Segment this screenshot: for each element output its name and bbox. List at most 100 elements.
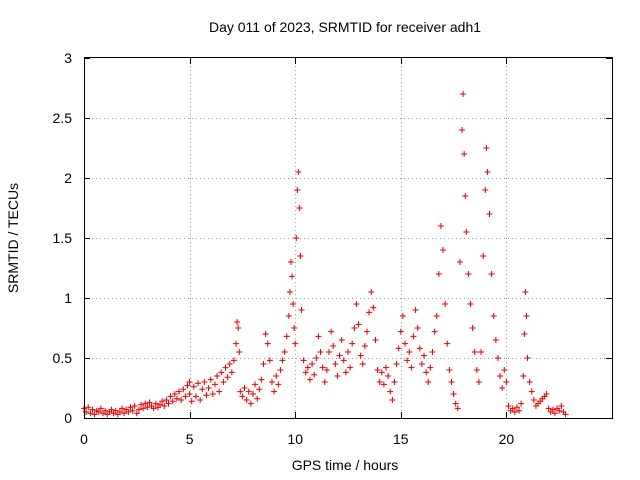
grid-lines: [84, 58, 612, 418]
data-point: [361, 343, 368, 349]
data-point: [129, 407, 136, 414]
data-point: [450, 391, 457, 397]
data-point: [254, 395, 261, 402]
data-point: [349, 340, 356, 347]
data-point: [112, 407, 119, 414]
data-point: [406, 349, 413, 355]
data-point: [387, 388, 394, 395]
data-point: [380, 381, 387, 388]
data-point: [277, 367, 284, 373]
data-point: [444, 340, 451, 347]
data-point: [230, 357, 237, 364]
data-point: [237, 388, 244, 395]
data-point: [119, 405, 126, 412]
data-point: [355, 321, 362, 328]
data-point: [220, 379, 227, 385]
data-point: [271, 388, 278, 395]
data-point: [209, 391, 216, 397]
data-point: [513, 404, 520, 411]
data-point: [159, 398, 166, 405]
data-point: [521, 331, 528, 337]
data-point: [359, 361, 366, 367]
data-point: [304, 364, 311, 371]
data-point: [195, 380, 202, 387]
data-point: [370, 304, 377, 311]
data-point: [505, 403, 512, 409]
data-point: [530, 397, 537, 403]
data-point: [357, 352, 364, 359]
data-point: [233, 340, 240, 347]
data-point: [321, 379, 328, 385]
data-point: [364, 328, 371, 335]
data-point: [460, 91, 467, 97]
data-point: [290, 301, 297, 307]
data-point: [283, 333, 290, 340]
data-point: [121, 410, 128, 417]
data-point: [260, 361, 267, 367]
data-point: [416, 345, 423, 352]
data-point: [182, 393, 189, 400]
data-point: [543, 391, 550, 397]
data-point: [311, 371, 318, 378]
data-point: [423, 369, 430, 376]
data-point: [463, 229, 470, 235]
data-point: [180, 386, 187, 393]
data-point: [138, 401, 145, 408]
data-point: [300, 357, 307, 364]
data-point: [501, 367, 508, 373]
data-point: [152, 400, 159, 407]
x-tick-label: 20: [499, 431, 515, 447]
data-point: [475, 379, 482, 385]
data-point: [556, 407, 563, 414]
y-tick-label: 1: [64, 290, 72, 306]
data-point: [347, 364, 354, 371]
data-point: [366, 309, 373, 316]
data-point: [323, 367, 330, 373]
data-point: [150, 405, 157, 412]
y-tick-label: 0.5: [53, 350, 73, 366]
data-point: [494, 355, 501, 361]
data-point: [258, 376, 265, 383]
data-point: [167, 393, 174, 400]
data-point: [184, 382, 191, 389]
data-point: [518, 400, 525, 407]
data-point: [247, 400, 254, 407]
x-tick-label: 15: [393, 431, 409, 447]
data-point: [492, 337, 499, 343]
data-point: [142, 400, 149, 407]
y-tick-label: 1.5: [53, 230, 73, 246]
data-point: [330, 343, 337, 349]
data-point: [205, 385, 212, 391]
data-point: [286, 289, 293, 295]
y-tick-label: 2.5: [53, 110, 73, 126]
data-point: [488, 271, 495, 277]
data-point: [397, 328, 404, 335]
data-point: [302, 369, 309, 376]
chart-title: Day 011 of 2023, SRMTID for receiver adh…: [209, 19, 481, 35]
data-point: [511, 409, 518, 415]
data-point: [516, 407, 523, 414]
data-point: [484, 169, 491, 175]
data-point: [429, 349, 436, 355]
data-point: [197, 397, 204, 403]
data-point: [192, 393, 199, 400]
data-point: [211, 381, 218, 388]
data-points: [81, 91, 569, 418]
data-point: [340, 357, 347, 364]
data-point: [551, 410, 558, 417]
data-point: [287, 259, 294, 265]
y-axis-label: SRMTID / TECUs: [5, 183, 21, 293]
data-point: [520, 373, 527, 379]
data-point: [294, 187, 301, 193]
data-point: [127, 404, 134, 411]
data-point: [558, 403, 565, 409]
data-point: [165, 400, 172, 407]
data-point: [295, 169, 302, 175]
data-point: [135, 406, 142, 413]
data-point: [125, 409, 132, 415]
data-point: [408, 364, 415, 371]
data-point: [562, 411, 569, 418]
data-point: [91, 411, 98, 418]
data-point: [234, 319, 241, 325]
data-point: [306, 376, 313, 383]
